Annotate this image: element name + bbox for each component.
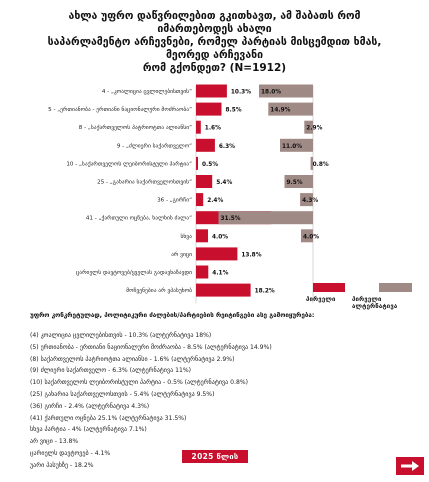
data-label-first: 5.4% [216,180,232,186]
chart-title: ახლა უფრო დაწვრილებით გკითხავთ, ამ შაბათ… [0,10,429,75]
list-item: არ ვიცი - 13.8% [30,438,79,446]
category-label: არ ვიცი [171,251,192,258]
data-label-first: 18.2% [255,289,275,295]
bar-second-choice [300,193,313,207]
next-button[interactable] [396,457,424,475]
bar-first-choice [196,175,213,188]
bar-first-choice [196,229,208,243]
list-item: (4) კოალიცია ცვლილებისთვის - 10.3% (ალტე… [30,332,212,339]
legend-label-second: პირველი ალტერნატივა [352,296,398,310]
data-label-first: 4.0% [212,234,228,240]
bar-chart: 4 - „კოალიცია ცვლილებისთვის“ 10.3% 18.0% 5 … [48,84,329,304]
list-item: უარი პასუხზე - 18.2% [30,461,94,469]
data-label-first: 4.1% [212,271,228,277]
bar-first-choice [196,84,227,98]
data-label-first: 6.3% [219,144,235,150]
data-label-second: 11.0% [282,144,302,150]
data-label-first: 0.5% [202,162,218,168]
ratings-list: (4) კოალიცია ცვლილებისთვის - 10.3% (ალტე… [30,330,272,472]
date-badge: 2025 წლის იანვარი [182,450,248,474]
arrow-right-icon [401,461,419,471]
list-item: (8) საქართველოს პატრიოტთა ალიანსი - 1.6%… [30,355,235,363]
bar-first-choice [196,120,201,134]
category-label: 10 - „საქართველოს ლეიბორისტული პარტია“ [66,160,192,167]
bar-first-choice [196,102,222,116]
bar-second-choice [301,229,313,243]
bar-first-choice [196,265,209,279]
data-label-first: 1.6% [205,126,221,132]
bar-second-choice [280,138,313,152]
list-item: (25) გახარია საქართველოსთვის - 5.4% (ალტ… [30,390,215,398]
category-label: მოჩვენებია არ ვპასუხობ [126,287,192,294]
bar-second-choice [304,120,313,134]
list-item: (10) საქართველოს ლეიბორისტული პარტია - 0… [30,379,248,387]
title-line-1: ახლა უფრო დაწვრილებით გკითხავთ, ამ შაბათ… [68,10,361,35]
data-label-second: 31.5% [221,216,241,222]
list-item: სხვა პარტია - 4% (ალტერნატივა 7.1%) [30,426,147,434]
data-label-second: 4.3% [302,198,318,204]
bar-first-choice [196,247,238,261]
data-label-second: 9.5% [287,180,303,186]
data-label-first: 2.4% [207,198,223,204]
list-item: (41) ქართული ოცნება 25.1% (ალტერნატივა 3… [30,414,187,422]
data-label-first: 13.8% [241,252,261,258]
category-label: 5 - „ერთიანობა - ერთიანი ნაციონალური მოძ… [48,106,192,113]
bar-first-choice [196,193,204,207]
bar-second-choice [268,102,313,116]
bar-second-choice [218,211,313,225]
category-label: ცარიელს დავტოვებ/ყველას გადავხაზავდი [76,269,192,276]
data-label-first: 8.5% [226,108,242,114]
legend-swatch-second [379,283,412,292]
data-label-second: 18.0% [261,90,281,96]
data-label-second: 4.0% [303,234,319,240]
bar-second-choice [259,84,313,98]
list-item: (9) ძლიერი საქართველო - 6.3% (ალტერნატივ… [30,367,192,375]
list-item: ცარიელს დავტოვებ - 4.1% [30,449,111,457]
legend-label-first: პირველი [306,296,336,303]
data-label-first: 10.3% [231,90,251,96]
category-label: 8 - „საქართველოს პატრიოტთა ალიანსი“ [79,124,192,131]
bar-first-choice [196,156,198,170]
data-label-second: 14.9% [270,108,290,114]
bar-first-choice [196,283,251,297]
category-label: სხვა [180,233,192,240]
legend-swatch-first [313,283,345,292]
data-label-second: 2.9% [306,126,322,132]
data-label-second: 0.8% [313,162,329,168]
list-item: (5) ერთიანობა - ერთიანი ნაციონალური მოძრ… [30,343,272,351]
category-label: 25 - „გახარია საქართველოსთვის“ [97,179,192,186]
category-label: 36 - „გირჩი“ [157,197,192,204]
category-label: 41 - „ქართული ოცნება, ხალხის ძალა“ [86,215,192,222]
title-line-3: რომ გქონდეთ? (N=1912) [142,62,287,74]
category-label: 4 - „კოალიცია ცვლილებისთვის“ [102,88,192,95]
ratings-subheading: უფრო კონკრეტულად, პოლიტიკური ძალების/პარ… [30,312,315,319]
bar-first-choice [196,138,215,152]
bar-second-choice [310,156,313,170]
title-line-2: საპარლამენტო არჩევნები, რომელ პარტიას მი… [47,36,382,61]
list-item: (36) გირჩი - 2.4% (ალტერნატივა 4.3%) [30,402,150,410]
bar-second-choice [284,175,313,188]
category-label: 9 - „ძლიერი საქართველო“ [117,142,192,149]
